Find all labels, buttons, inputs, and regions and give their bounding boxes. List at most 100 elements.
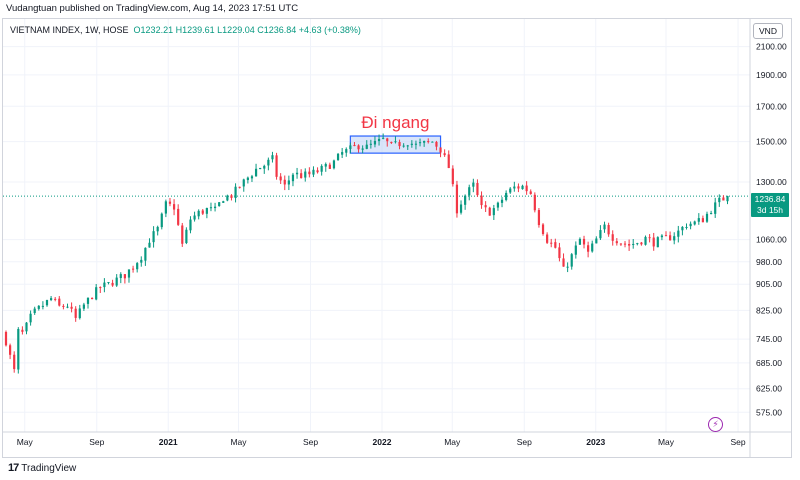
candle [103,278,106,293]
candle [574,241,577,259]
candle [476,179,479,197]
time-tick-label: Sep [89,437,104,447]
candle [271,151,274,163]
candle [357,144,360,153]
candle [714,197,717,218]
candle-body [222,201,225,203]
candle [677,225,680,243]
candle-body [513,186,516,189]
ohlc-open: O1232.21 [133,25,174,35]
candle [591,240,594,253]
candle-body [591,243,594,252]
price-tick-label: 625.00 [756,384,782,394]
candle [218,202,221,207]
candle-body [468,187,471,196]
currency-button[interactable]: VND [753,23,783,39]
candle-body [427,141,430,143]
symbol-info-line[interactable]: VIETNAM INDEX, 1W, HOSE O1232.21 H1239.6… [10,25,361,35]
candle-body [66,306,69,308]
candle [451,165,454,187]
candle-body [341,152,344,155]
price-tick-label: 980.00 [756,257,782,267]
candle [554,238,557,249]
candle [316,167,319,174]
candle [669,231,672,241]
candle-body [533,194,536,211]
candle [160,212,163,230]
candle [41,301,44,310]
time-tick-label: 2021 [159,437,178,447]
candle [49,295,53,302]
candle [66,303,69,309]
candle-body [263,165,266,169]
candle-body [127,269,131,278]
footer-logo[interactable]: 17 TradingView [8,462,76,474]
candle [279,173,282,185]
candle-body [148,242,151,248]
candle-body [394,141,397,143]
price-tick-label: 825.00 [756,305,782,315]
candle-body [279,176,282,181]
candle [283,175,286,191]
candle [131,265,135,273]
candle [443,149,446,157]
time-tick-label: May [17,437,34,447]
tradingview-logo-icon: 17 [8,462,19,474]
candle-body [242,179,245,187]
candle [558,242,561,262]
candle [250,174,254,183]
candle-body [259,167,262,170]
candle-body [8,345,12,355]
candle-body [500,199,504,203]
candle [21,326,24,335]
candle-body [464,195,467,205]
candle [447,150,450,169]
candle-body [45,300,49,306]
annotation-label[interactable]: Đi ngang [361,113,429,132]
footer-logo-text: TradingView [21,462,77,474]
candle-body [431,141,434,143]
candle-body [115,277,118,286]
candle-body [78,308,81,319]
candle-body [525,185,528,192]
candle-body [103,282,106,288]
candle-body [595,238,598,244]
candle-body [201,210,204,214]
candle [341,147,344,159]
candle [213,202,217,212]
candle-body [701,218,705,223]
candle-body [628,244,631,246]
candle [673,232,676,245]
candle-body [726,196,729,202]
candle [127,269,131,283]
candle [377,134,381,146]
candle [570,252,573,270]
candle [181,222,184,247]
candle-body [164,201,167,214]
candle [566,262,569,273]
candle-body [566,266,569,268]
candle-body [607,224,610,235]
candle-body [308,171,311,175]
time-tick-label: May [230,437,247,447]
candle [599,225,602,241]
price-tick-label: 905.00 [756,279,782,289]
candle [623,241,627,248]
candle [718,194,721,207]
candle-body [480,195,483,206]
candle-body [160,213,163,228]
lightning-icon[interactable]: ⚡ [708,417,723,432]
candle-body [304,171,307,178]
candle-body [521,185,524,190]
candle-body [82,304,85,309]
candle [45,299,49,307]
candle [90,297,94,300]
candle-body [267,159,270,166]
candle [111,279,114,287]
candle [70,302,73,313]
candle-body [90,298,94,300]
candle-body [144,247,147,261]
candle [546,232,549,244]
candle-body [41,305,44,307]
